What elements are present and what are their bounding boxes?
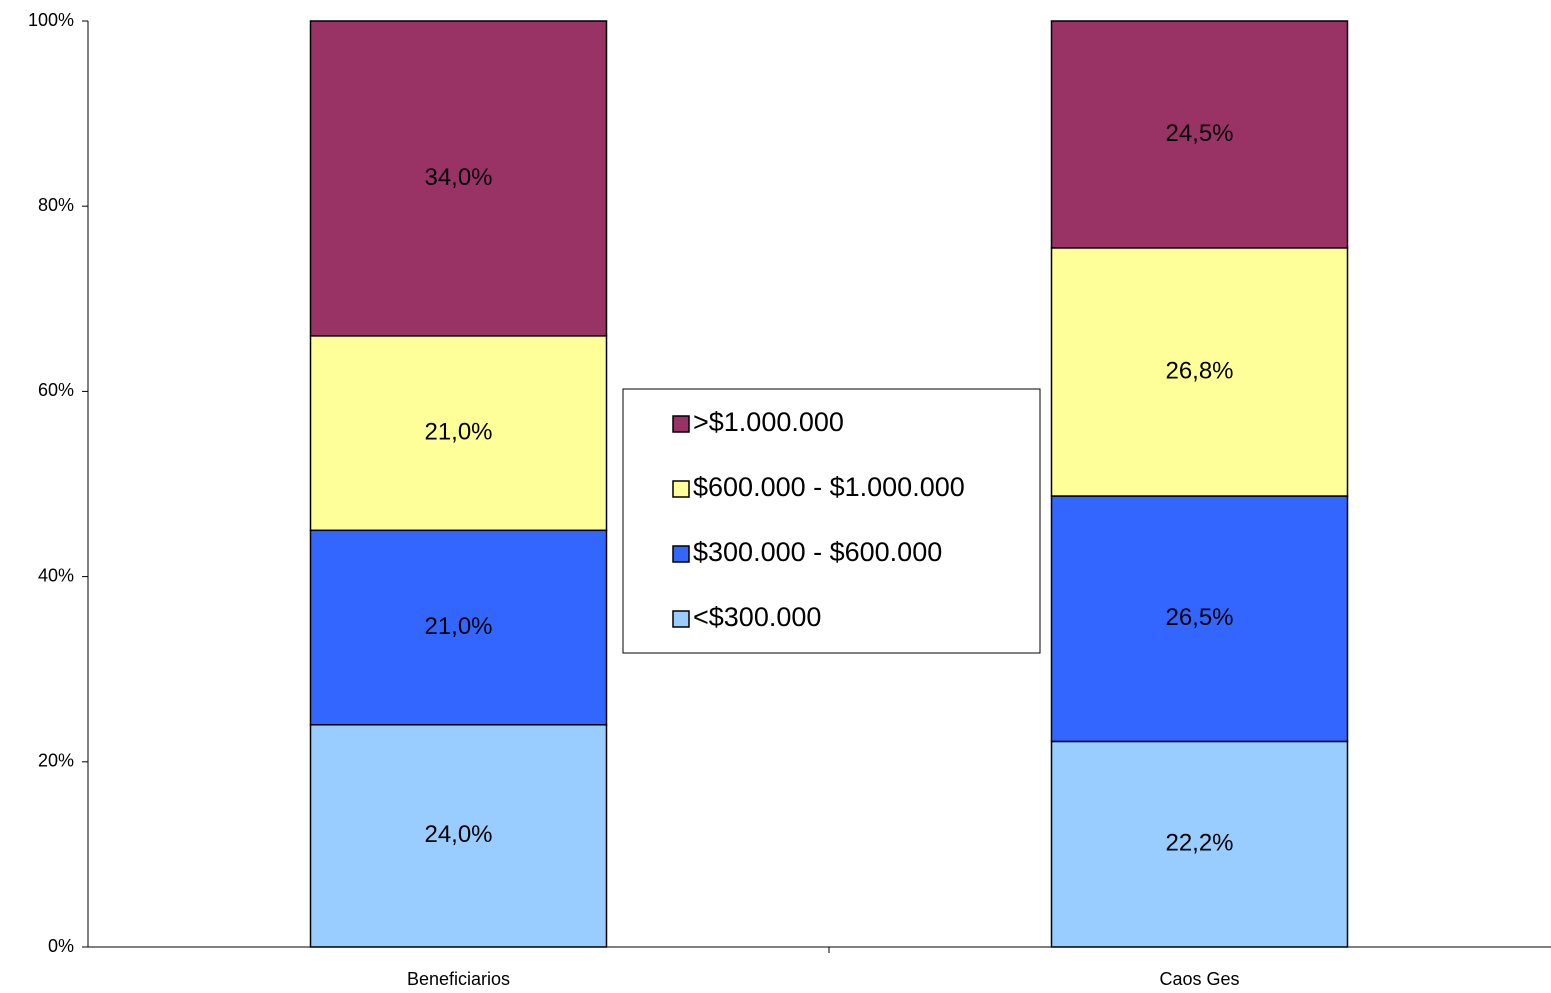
data-label: 21,0% (424, 418, 492, 445)
y-tick-label: 20% (38, 751, 74, 771)
y-tick-label: 40% (38, 565, 74, 585)
data-label: 24,0% (424, 821, 492, 848)
bar-segment (309, 335, 608, 532)
y-tick-label: 100% (28, 10, 74, 30)
bar-segment (1050, 740, 1349, 948)
legend-label: <$300.000 (693, 602, 821, 632)
data-label: 24,5% (1165, 120, 1233, 147)
data-label: 22,2% (1165, 830, 1233, 857)
x-tick-label: Beneficiarios (407, 969, 510, 989)
data-label: 34,0% (424, 164, 492, 191)
data-label: 26,5% (1165, 604, 1233, 631)
legend-swatch (672, 545, 690, 563)
y-tick-label: 0% (48, 936, 74, 956)
x-tick-label: Caos Ges (1159, 969, 1239, 989)
bar-segment (1050, 20, 1349, 249)
bar-segment (309, 20, 608, 337)
y-tick-label: 80% (38, 195, 74, 215)
data-label: 26,8% (1165, 357, 1233, 384)
data-label: 21,0% (424, 613, 492, 640)
y-tick-label: 60% (38, 380, 74, 400)
bar-segment (309, 529, 608, 726)
legend-label: >$1.000.000 (693, 407, 844, 437)
bar-segment (309, 724, 608, 948)
legend-label: $300.000 - $600.000 (693, 537, 942, 567)
legend: <$300.000 $300.000 - $600.000 $600.000 - $… (622, 388, 1041, 654)
legend-swatch (672, 480, 690, 498)
bar-segment (1050, 495, 1349, 743)
legend-box (622, 388, 1041, 654)
legend-swatch (672, 415, 690, 433)
legend-label: $600.000 - $1.000.000 (693, 472, 965, 502)
legend-swatch (672, 610, 690, 628)
